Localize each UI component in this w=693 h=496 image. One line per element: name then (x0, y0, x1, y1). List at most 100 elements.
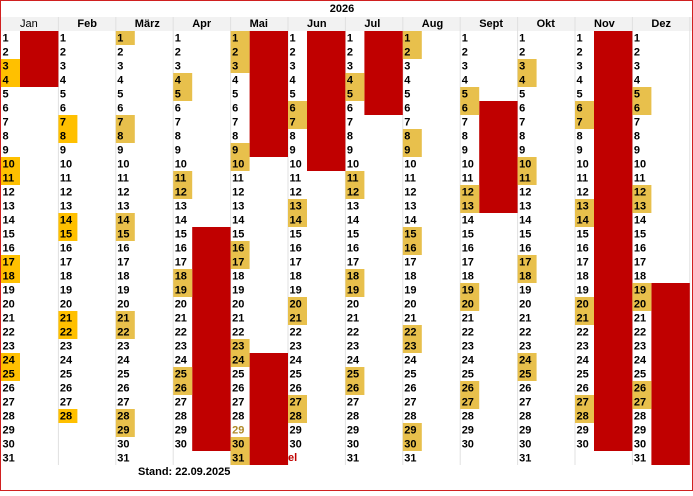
day-number: 27 (347, 396, 359, 408)
day-number: 19 (290, 284, 302, 296)
day-number: 19 (404, 284, 416, 296)
weekend-cell (58, 213, 78, 227)
day-number: 30 (519, 438, 531, 450)
day-number: 30 (117, 438, 129, 450)
day-number: 11 (519, 172, 531, 184)
day-number: 24 (462, 354, 475, 366)
day-number: 13 (3, 200, 15, 212)
day-number: 30 (175, 438, 187, 450)
weekend-cell (173, 171, 193, 185)
day-number: 5 (117, 88, 123, 100)
weekend-cell (230, 353, 250, 367)
weekend-cell (345, 269, 365, 283)
day-number: 7 (462, 116, 468, 128)
day-number: 7 (519, 116, 525, 128)
day-number: 10 (60, 158, 72, 170)
day-number: 10 (462, 158, 474, 170)
day-number: 12 (232, 186, 244, 198)
day-number: 13 (634, 200, 646, 212)
weekend-cell (345, 87, 365, 101)
weekend-cell (288, 409, 307, 423)
day-number: 22 (60, 326, 72, 338)
day-number: 22 (117, 326, 129, 338)
day-number: 29 (232, 424, 244, 436)
weekend-cell (230, 451, 250, 465)
day-number: 7 (175, 116, 181, 128)
day-number: 6 (577, 102, 583, 114)
weekend-cell (517, 353, 537, 367)
weekend-cell (460, 185, 480, 199)
day-number: 10 (519, 158, 531, 170)
weekend-cell (460, 395, 480, 409)
day-number: 27 (3, 396, 15, 408)
day-number: 7 (117, 116, 123, 128)
day-number: 27 (290, 396, 302, 408)
day-number: 20 (290, 298, 302, 310)
day-number: 27 (577, 396, 589, 408)
day-number: 23 (462, 340, 474, 352)
weekend-cell (1, 171, 20, 185)
day-number: 31 (232, 452, 244, 464)
day-number: 20 (634, 298, 646, 310)
day-number: 24 (175, 354, 188, 366)
weekend-cell (402, 227, 422, 241)
day-number: 4 (60, 74, 67, 86)
day-number: 14 (404, 214, 417, 226)
day-number: 22 (577, 326, 589, 338)
day-number: 26 (347, 382, 359, 394)
vacation-block (594, 31, 633, 451)
day-number: 27 (60, 396, 72, 408)
day-number: 19 (117, 284, 129, 296)
day-number: 12 (519, 186, 531, 198)
day-number: 1 (175, 32, 181, 44)
weekend-cell (460, 381, 480, 395)
day-number: 17 (634, 256, 646, 268)
weekend-cell (230, 437, 250, 451)
day-number: 2 (634, 46, 640, 58)
day-number: 6 (175, 102, 181, 114)
weekend-cell (402, 129, 422, 143)
day-number: 6 (462, 102, 468, 114)
day-number: 7 (60, 116, 66, 128)
day-number: 19 (577, 284, 589, 296)
day-number: 11 (232, 172, 244, 184)
day-number: 5 (462, 88, 468, 100)
month-name: Jan (20, 18, 38, 30)
weekend-cell (345, 381, 365, 395)
weekend-cell (230, 157, 250, 171)
day-number: 3 (60, 60, 66, 72)
day-number: 13 (175, 200, 187, 212)
day-number: 3 (117, 60, 123, 72)
weekend-cell (575, 395, 594, 409)
day-number: 7 (577, 116, 583, 128)
day-number: 31 (519, 452, 531, 464)
weekend-cell (115, 311, 135, 325)
day-number: 8 (634, 130, 640, 142)
day-number: 26 (60, 382, 72, 394)
weekend-cell (230, 45, 250, 59)
day-number: 4 (634, 74, 641, 86)
day-number: 25 (519, 368, 531, 380)
month-name: Aug (422, 18, 443, 30)
day-number: 26 (117, 382, 129, 394)
day-number: 25 (290, 368, 302, 380)
weekend-cell (632, 297, 652, 311)
day-number: 23 (290, 340, 302, 352)
day-number: 27 (634, 396, 646, 408)
weekend-cell (460, 87, 480, 101)
day-number: 2 (519, 46, 525, 58)
day-number: 19 (462, 284, 474, 296)
weekend-cell (1, 367, 20, 381)
weekend-cell (288, 199, 307, 213)
day-number: 23 (634, 340, 646, 352)
day-number: 30 (577, 438, 589, 450)
weekend-cell (632, 199, 652, 213)
day-number: 6 (60, 102, 66, 114)
day-number: 9 (232, 144, 238, 156)
day-number: 14 (347, 214, 360, 226)
day-number: 14 (60, 214, 73, 226)
day-number: 26 (232, 382, 244, 394)
vacation-block (249, 31, 288, 157)
day-number: 2 (290, 46, 296, 58)
weekend-cell (288, 115, 307, 129)
